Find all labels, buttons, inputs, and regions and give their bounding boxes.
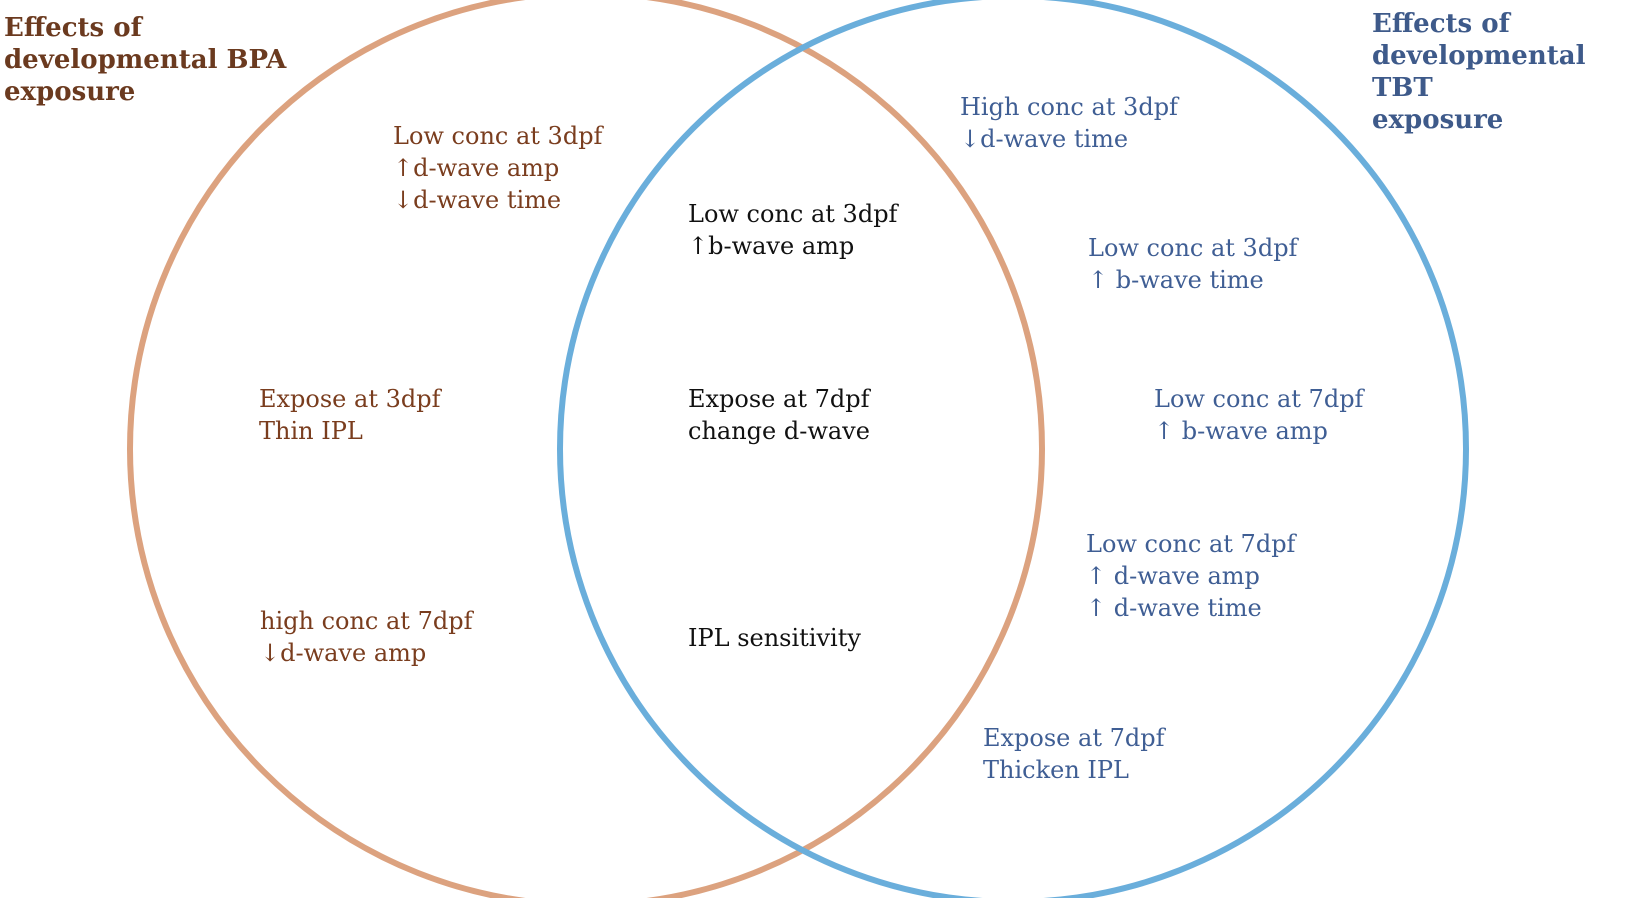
- tbt-circle: [557, 0, 1469, 898]
- overlap-item-expose-7dpf: Expose at 7dpf change d-wave: [688, 383, 870, 447]
- tbt-item-low-conc-3dpf: Low conc at 3dpf ↑ b-wave time: [1088, 232, 1297, 296]
- item-line: Thin IPL: [259, 417, 363, 445]
- overlap-item-ipl-sensitivity: IPL sensitivity: [688, 622, 861, 654]
- bpa-item-high-conc-7dpf: high conc at 7dpf ↓d-wave amp: [260, 605, 472, 669]
- tbt-set-title: Effects of developmental TBT exposure: [1372, 9, 1586, 135]
- item-line: ↑ d-wave time: [1086, 594, 1262, 622]
- tbt-item-high-conc-3dpf: High conc at 3dpf ↓d-wave time: [960, 91, 1178, 155]
- item-line: high conc at 7dpf: [260, 607, 473, 635]
- item-line: change d-wave: [688, 417, 870, 445]
- item-line: Low conc at 3dpf: [393, 122, 603, 150]
- item-line: ↓d-wave time: [393, 186, 562, 214]
- item-line: ↑ d-wave amp: [1086, 562, 1260, 590]
- item-line: Low conc at 3dpf: [688, 200, 898, 228]
- overlap-item-low-conc-3dpf: Low conc at 3dpf ↑b-wave amp: [688, 198, 897, 262]
- item-line: Expose at 7dpf: [688, 385, 870, 413]
- tbt-item-low-conc-7dpf-d: Low conc at 7dpf ↑ d-wave amp ↑ d-wave t…: [1086, 528, 1295, 624]
- item-line: Thicken IPL: [983, 756, 1129, 784]
- bpa-item-low-conc-3dpf: Low conc at 3dpf ↑d-wave amp ↓d-wave tim…: [393, 120, 602, 216]
- item-line: ↓d-wave time: [960, 125, 1129, 153]
- item-line: IPL sensitivity: [688, 624, 861, 652]
- item-line: Low conc at 3dpf: [1088, 234, 1298, 262]
- item-line: ↑ b-wave time: [1088, 266, 1264, 294]
- item-line: ↑d-wave amp: [393, 154, 560, 182]
- tbt-item-low-conc-7dpf-b: Low conc at 7dpf ↑ b-wave amp: [1154, 383, 1363, 447]
- bpa-circle: [127, 0, 1045, 898]
- item-line: ↑b-wave amp: [688, 232, 855, 260]
- bpa-set-title: Effects of developmental BPA exposure: [4, 13, 287, 107]
- bpa-item-expose-3dpf: Expose at 3dpf Thin IPL: [259, 383, 440, 447]
- item-line: Low conc at 7dpf: [1154, 385, 1364, 413]
- item-line: ↓d-wave amp: [260, 639, 427, 667]
- tbt-item-expose-7dpf: Expose at 7dpf Thicken IPL: [983, 722, 1164, 786]
- item-line: Expose at 3dpf: [259, 385, 441, 413]
- item-line: High conc at 3dpf: [960, 93, 1178, 121]
- item-line: ↑ b-wave amp: [1154, 417, 1328, 445]
- item-line: Low conc at 7dpf: [1086, 530, 1296, 558]
- item-line: Expose at 7dpf: [983, 724, 1165, 752]
